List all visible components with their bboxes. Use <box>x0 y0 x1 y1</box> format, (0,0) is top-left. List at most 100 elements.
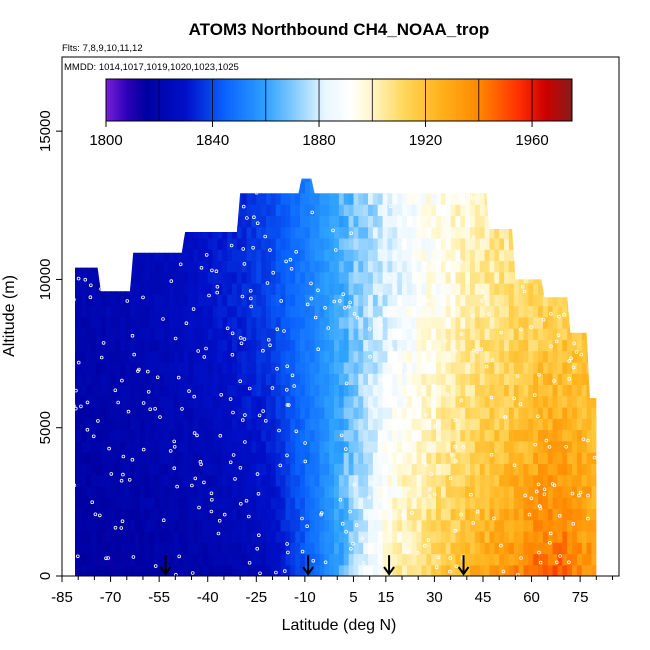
heatmap-cell <box>572 429 578 442</box>
heatmap-cell <box>168 271 175 284</box>
sample-marker <box>453 528 458 533</box>
heatmap-cell <box>270 305 277 318</box>
sample-marker <box>590 217 595 222</box>
heatmap-cell <box>207 485 214 498</box>
heatmap-cell <box>168 519 175 532</box>
heatmap-cell <box>251 316 257 329</box>
heatmap-cell <box>538 429 544 442</box>
heatmap-cell <box>232 463 238 476</box>
heatmap-cell <box>392 178 398 183</box>
heatmap-cell <box>533 530 539 543</box>
heatmap-cell <box>591 553 597 566</box>
heatmap-cell <box>76 440 83 453</box>
heatmap-cell <box>139 249 146 262</box>
heatmap-cell <box>168 373 175 385</box>
heatmap-cell <box>586 328 593 340</box>
heatmap-cell <box>392 192 398 205</box>
heatmap-cell <box>120 497 126 509</box>
heatmap-cell <box>198 192 204 205</box>
heatmap-cell <box>222 429 228 442</box>
heatmap-cell <box>144 271 151 284</box>
heatmap-cell <box>431 237 437 250</box>
heatmap-cell <box>149 226 155 239</box>
heatmap-cell <box>100 407 107 419</box>
heatmap-cell <box>173 204 180 216</box>
heatmap-cell <box>455 519 461 532</box>
heatmap-cell <box>426 519 432 532</box>
heatmap-cell <box>232 204 238 216</box>
heatmap-cell <box>470 316 476 329</box>
heatmap-cell <box>290 474 296 487</box>
heatmap-cell <box>586 530 593 543</box>
heatmap-cell <box>96 204 102 216</box>
heatmap-cell <box>324 260 330 273</box>
heatmap-cell <box>154 407 160 419</box>
heatmap-cell <box>173 226 180 239</box>
heatmap-cell <box>134 283 141 295</box>
heatmap-cell <box>387 316 393 329</box>
heatmap-cell <box>319 463 325 476</box>
heatmap-cell <box>246 204 253 216</box>
heatmap-cell <box>334 395 340 408</box>
heatmap-cell <box>596 531 602 543</box>
sample-marker <box>303 459 308 464</box>
heatmap-cell <box>217 178 223 183</box>
heatmap-cell <box>406 553 413 566</box>
heatmap-cell <box>338 373 345 385</box>
heatmap-cell <box>309 564 316 576</box>
heatmap-cell <box>440 215 447 228</box>
heatmap-cell <box>387 553 393 566</box>
sample-marker <box>434 349 439 353</box>
arrow-marker-head <box>302 566 314 576</box>
heatmap-cell <box>513 339 520 352</box>
heatmap-cell <box>222 508 228 521</box>
heatmap-cell <box>542 215 549 228</box>
heatmap-cell <box>188 215 194 228</box>
heatmap-cell <box>484 192 491 205</box>
heatmap-cell <box>338 305 345 318</box>
colorbar-tick-label: 1960 <box>515 132 548 149</box>
sample-marker <box>424 413 428 417</box>
heatmap-cell <box>416 497 423 509</box>
heatmap-cell <box>426 384 432 397</box>
heatmap-cell <box>91 474 97 487</box>
heatmap-cell <box>110 530 117 543</box>
heatmap-cell <box>178 474 185 487</box>
sample-marker <box>400 242 405 247</box>
heatmap-cell <box>513 316 520 329</box>
sample-marker <box>544 261 548 266</box>
heatmap-cell <box>591 564 597 576</box>
heatmap-cell <box>508 564 515 576</box>
heatmap-cell <box>465 215 471 228</box>
x-axis-label: Latitude (deg N) <box>282 617 397 634</box>
heatmap-cell <box>353 384 359 397</box>
heatmap-cell <box>581 553 588 566</box>
colorbar-bar <box>105 78 573 122</box>
heatmap-cell <box>134 316 141 329</box>
heatmap-cell <box>523 452 529 464</box>
heatmap-cell <box>139 542 146 555</box>
sample-marker <box>535 414 540 419</box>
heatmap-cell <box>474 429 481 442</box>
heatmap-cell <box>538 328 544 340</box>
x-axis: -85 -70 -55 -40 -25 -10 5 15 30 45 60 75 <box>51 576 614 606</box>
heatmap-cell <box>538 497 544 509</box>
heatmap-cell <box>173 215 180 228</box>
heatmap-cell <box>416 508 423 521</box>
heatmap-cell <box>198 508 204 521</box>
heatmap-cell <box>270 395 277 408</box>
heatmap-cell <box>518 237 525 250</box>
heatmap-cell <box>489 407 495 419</box>
heatmap-cell <box>455 463 461 476</box>
heatmap-cell <box>159 249 165 262</box>
heatmap-cell <box>81 237 87 250</box>
heatmap-cell <box>465 429 471 442</box>
heatmap-cell <box>368 192 374 205</box>
heatmap-cell <box>591 192 597 205</box>
heatmap-cell <box>324 553 330 566</box>
heatmap-cell <box>450 519 457 532</box>
sample-marker <box>532 393 537 397</box>
heatmap-cell <box>222 530 228 543</box>
heatmap-cell <box>426 283 432 295</box>
heatmap-cell <box>567 508 573 521</box>
